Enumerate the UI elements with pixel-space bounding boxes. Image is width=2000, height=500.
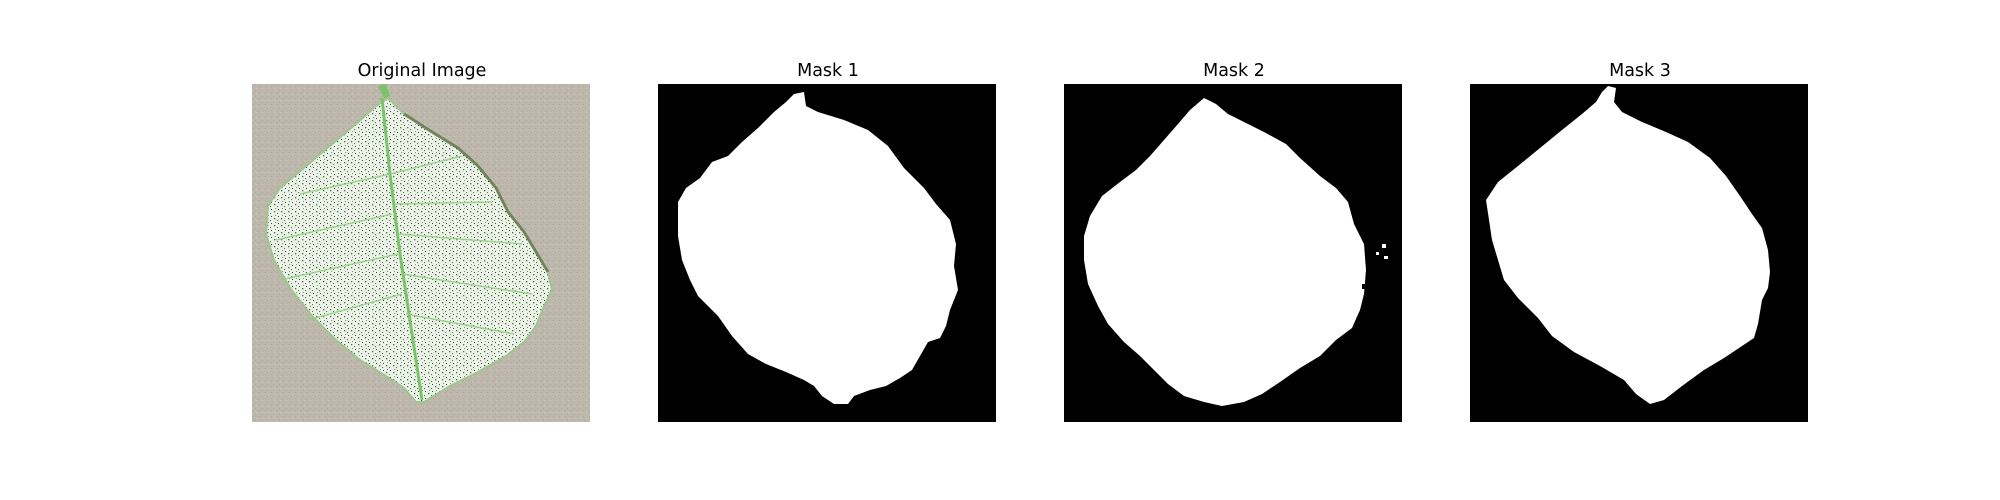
mask-2-foreground	[1084, 98, 1366, 406]
mask-1-image	[658, 84, 996, 422]
leaf-veins	[275, 155, 533, 335]
mask-2-speck	[1382, 244, 1386, 248]
panel-title: Mask 2	[1203, 61, 1265, 81]
mask-2-hole	[1362, 284, 1367, 289]
mask-2-speck	[1376, 252, 1379, 255]
mask-2-speck	[1384, 256, 1388, 259]
mask-3-image	[1470, 84, 1808, 422]
mask-2-hole	[1080, 222, 1086, 228]
original-leaf-image	[252, 84, 590, 422]
panel-title: Mask 3	[1609, 61, 1671, 81]
panel-title: Mask 1	[797, 61, 859, 81]
leaf-midrib	[380, 97, 424, 401]
mask-2-image	[1064, 84, 1402, 422]
mask-3-foreground	[1486, 86, 1770, 404]
panel-title: Original Image	[357, 61, 487, 81]
leaf-shadow-edge	[403, 112, 550, 273]
mask-1-foreground	[678, 92, 958, 404]
leaf-stem	[378, 84, 390, 98]
